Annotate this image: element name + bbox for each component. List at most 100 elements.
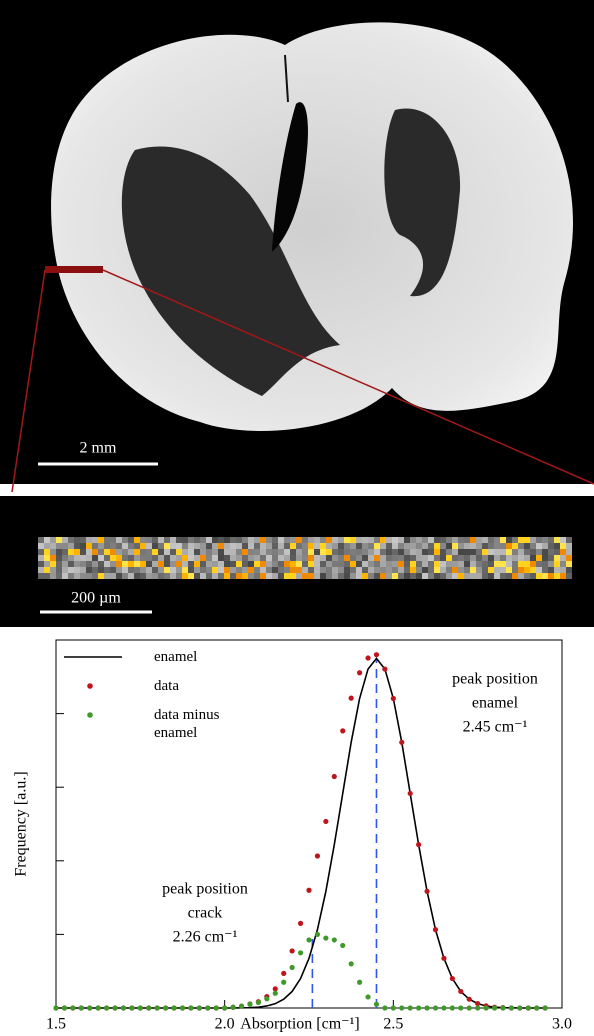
pixel xyxy=(512,537,518,543)
pixel xyxy=(248,543,254,549)
pixel xyxy=(398,573,404,579)
pixel xyxy=(404,561,410,567)
data-point xyxy=(416,842,421,847)
pixel xyxy=(404,537,410,543)
pixel xyxy=(476,555,482,561)
pixel xyxy=(530,549,536,555)
pixel xyxy=(308,549,314,555)
pixel xyxy=(434,561,440,567)
pixel xyxy=(230,537,236,543)
pixel xyxy=(302,555,308,561)
pixel xyxy=(302,573,308,579)
pixel xyxy=(266,543,272,549)
pixel xyxy=(290,573,296,579)
data-point xyxy=(391,1005,396,1010)
pixel xyxy=(320,537,326,543)
pixel xyxy=(212,561,218,567)
pixel xyxy=(548,573,554,579)
pixel xyxy=(50,543,56,549)
pixel xyxy=(440,573,446,579)
legend-swatch xyxy=(87,712,93,718)
pixel xyxy=(446,561,452,567)
data-point xyxy=(146,1005,151,1010)
pixel xyxy=(362,537,368,543)
pixel xyxy=(242,537,248,543)
pixel xyxy=(326,567,332,573)
pixel xyxy=(92,543,98,549)
pixel xyxy=(446,537,452,543)
pixel xyxy=(170,555,176,561)
pixel xyxy=(566,537,572,543)
pixel xyxy=(254,549,260,555)
data-point xyxy=(357,980,362,985)
pixel xyxy=(446,555,452,561)
data-point xyxy=(323,935,328,940)
pixel xyxy=(404,555,410,561)
pixel xyxy=(530,537,536,543)
pixel xyxy=(416,549,422,555)
pixel xyxy=(110,543,116,549)
pixel xyxy=(128,543,134,549)
data-point xyxy=(87,1005,92,1010)
pixel xyxy=(560,561,566,567)
data-point xyxy=(281,980,286,985)
pixel xyxy=(542,537,548,543)
pixel xyxy=(122,561,128,567)
pixel xyxy=(236,537,242,543)
pixel xyxy=(536,555,542,561)
pixel xyxy=(356,561,362,567)
pixel xyxy=(224,567,230,573)
pixel xyxy=(260,573,266,579)
pixel xyxy=(518,543,524,549)
strip xyxy=(38,537,572,579)
annotation: crack xyxy=(188,905,223,922)
data-point xyxy=(180,1005,185,1010)
pixel xyxy=(362,549,368,555)
pixel xyxy=(266,549,272,555)
pixel xyxy=(320,543,326,549)
pixel xyxy=(518,537,524,543)
pixel xyxy=(404,549,410,555)
pixel xyxy=(218,543,224,549)
data-point xyxy=(374,1002,379,1007)
pixel xyxy=(380,543,386,549)
pixel xyxy=(200,555,206,561)
pixel xyxy=(416,567,422,573)
pixel xyxy=(272,549,278,555)
data-point xyxy=(155,1005,160,1010)
pixel xyxy=(554,561,560,567)
pixel xyxy=(398,567,404,573)
pixel xyxy=(134,549,140,555)
pixel xyxy=(470,567,476,573)
pixel xyxy=(218,555,224,561)
pixel xyxy=(158,555,164,561)
annotation: 2.26 cm⁻¹ xyxy=(173,929,238,946)
pixel xyxy=(338,555,344,561)
pixel xyxy=(170,543,176,549)
scale-bar-label: 200 µm xyxy=(71,590,121,607)
pixel xyxy=(458,549,464,555)
pixel xyxy=(230,567,236,573)
pixel xyxy=(266,555,272,561)
pixel xyxy=(80,555,86,561)
pixel xyxy=(272,543,278,549)
data-point xyxy=(273,991,278,996)
pixel xyxy=(104,567,110,573)
pixel xyxy=(98,549,104,555)
pixel xyxy=(482,567,488,573)
data-point xyxy=(163,1005,168,1010)
pixel xyxy=(368,567,374,573)
pixel xyxy=(182,561,188,567)
pixel xyxy=(260,561,266,567)
pixel xyxy=(452,543,458,549)
pixel xyxy=(182,573,188,579)
data-point xyxy=(112,1005,117,1010)
pixel xyxy=(482,561,488,567)
pixel xyxy=(440,537,446,543)
pixel xyxy=(236,543,242,549)
pixel xyxy=(410,537,416,543)
pixel xyxy=(338,573,344,579)
pixel xyxy=(80,573,86,579)
pixel xyxy=(374,543,380,549)
pixel xyxy=(140,543,146,549)
